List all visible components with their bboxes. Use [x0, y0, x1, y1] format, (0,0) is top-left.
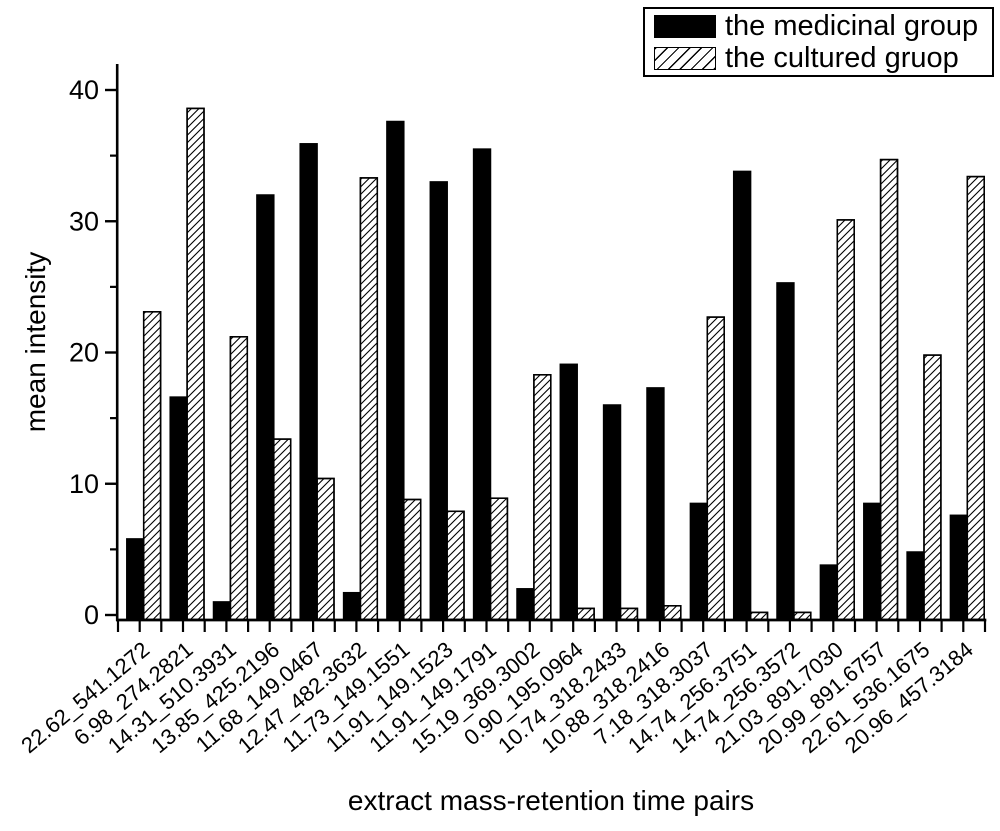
bar-cultured	[446, 510, 465, 621]
bar-medicinal	[776, 282, 795, 621]
plot-area: 22.62_541.12726.98_274.282114.31_510.393…	[16, 64, 987, 758]
bar-medicinal	[256, 194, 275, 621]
y-tick-label: 40	[69, 75, 99, 105]
legend-label: the medicinal group	[725, 9, 979, 42]
bar-medicinal	[949, 514, 969, 621]
bar-medicinal	[559, 363, 578, 621]
bar-cultured	[836, 219, 855, 621]
bar-cultured	[793, 611, 812, 621]
bar-cultured	[749, 611, 769, 621]
bar-medicinal	[472, 148, 492, 621]
bar-cultured	[923, 354, 942, 621]
y-tick-label: 30	[69, 206, 99, 236]
bar-cultured	[142, 311, 162, 621]
y-tick-label: 10	[69, 469, 99, 499]
bar-medicinal	[863, 502, 882, 621]
bar-medicinal	[299, 143, 318, 621]
bar-cultured	[966, 175, 985, 621]
bar-medicinal	[689, 502, 709, 621]
bar-cultured	[576, 607, 595, 621]
bar-cultured	[186, 107, 205, 621]
legend: the medicinal group the cultured gruop	[643, 7, 994, 77]
bar-cultured	[489, 497, 509, 621]
bar-medicinal	[516, 588, 535, 621]
legend-label: the cultured gruop	[725, 41, 959, 74]
bar-cultured	[359, 177, 379, 621]
bar-medicinal	[386, 120, 405, 621]
bar-cultured	[403, 498, 422, 621]
bar-cultured	[879, 158, 899, 621]
bar-cultured	[619, 607, 639, 621]
bar-cultured	[533, 374, 552, 621]
bar-cultured	[316, 477, 335, 621]
legend-entry-cultured: the cultured gruop	[654, 41, 992, 74]
bar-medicinal	[732, 170, 752, 621]
bar-medicinal	[342, 591, 362, 621]
bar-medicinal	[126, 538, 145, 621]
bar-medicinal	[819, 564, 839, 621]
hatched-bar-swatch-icon	[654, 46, 716, 70]
y-axis-title: mean intensity	[20, 251, 51, 433]
bar-medicinal	[212, 601, 232, 621]
bar-cultured	[663, 605, 682, 621]
bar-medicinal	[906, 551, 925, 621]
bar-cultured	[229, 336, 249, 621]
bar-cultured	[706, 316, 725, 621]
bar-medicinal	[602, 404, 622, 621]
y-tick-label: 20	[69, 338, 99, 368]
solid-bar-swatch-icon	[654, 14, 716, 38]
legend-entry-medicinal: the medicinal group	[654, 9, 992, 42]
y-tick-label: 0	[84, 600, 99, 630]
bar-medicinal	[646, 387, 665, 621]
bar-medicinal	[429, 181, 448, 621]
bar-cultured	[273, 438, 292, 621]
bar-medicinal	[169, 396, 188, 621]
x-axis-title: extract mass-retention time pairs	[347, 785, 755, 816]
